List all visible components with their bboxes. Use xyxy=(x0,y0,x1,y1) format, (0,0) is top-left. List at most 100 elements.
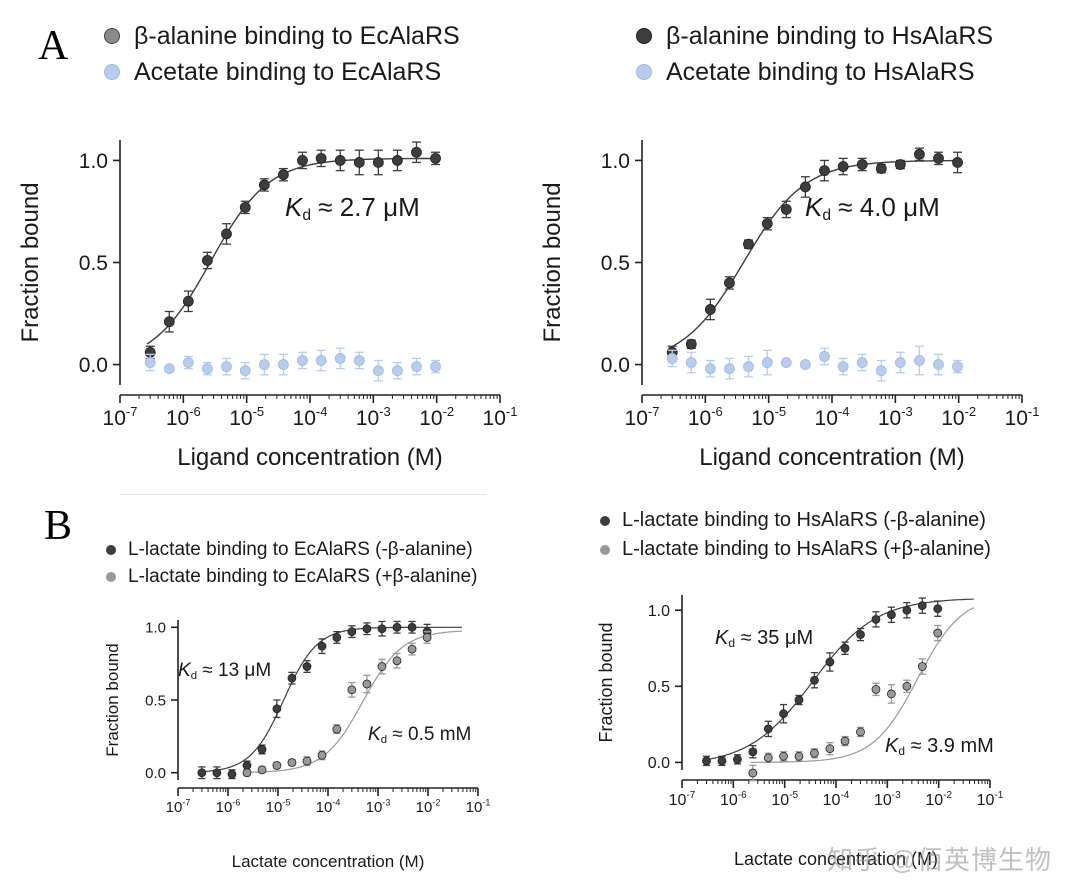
data-point-marker xyxy=(666,353,678,364)
data-point-marker xyxy=(886,610,896,620)
data-point-series-1 xyxy=(272,761,282,770)
data-point-marker xyxy=(886,689,896,699)
data-point-marker xyxy=(362,679,372,689)
data-point-series-0 xyxy=(761,216,773,231)
data-point-series-0 xyxy=(411,141,422,164)
data-point-marker xyxy=(819,351,830,362)
x-tick-label: 10-4 xyxy=(823,790,850,809)
data-point-series-0 xyxy=(840,641,850,655)
data-point-series-1 xyxy=(242,768,252,778)
data-point-marker xyxy=(704,304,716,315)
fit-curve-series-0 xyxy=(199,626,463,773)
data-point-marker xyxy=(748,747,758,757)
data-point-marker xyxy=(704,363,716,375)
kd-value: ≈ 3.9 mM xyxy=(905,735,994,757)
data-point-marker xyxy=(856,630,865,639)
x-tick-label: 10-5 xyxy=(771,790,798,809)
data-point-marker xyxy=(353,157,365,168)
data-point-series-1 xyxy=(886,684,896,704)
data-point-series-0 xyxy=(894,159,906,170)
data-point-series-0 xyxy=(724,276,735,290)
kd-annotation-a2: Kd ≈ 4.0 μM xyxy=(805,192,940,225)
legend-item: L-lactate binding to EcAlaRS (+β-alanine… xyxy=(106,563,477,590)
x-axis-label: Lactate concentration (M) xyxy=(734,849,938,869)
data-point-marker xyxy=(724,363,735,375)
legend-b2: L-lactate binding to HsAlaRS (-β-alanine… xyxy=(600,506,991,564)
data-point-marker xyxy=(227,769,237,779)
data-point-marker xyxy=(212,768,222,778)
data-point-series-1 xyxy=(353,351,365,370)
legend-label: Acetate binding to EcAlaRS xyxy=(134,58,442,86)
data-point-series-0 xyxy=(875,163,887,174)
chart-b1-ecalars-lactate: 0.0 0.5 1.0 10-7 10-6 10-5 10-4 10-3 10-2 10-1 Lac… xyxy=(0,600,520,885)
data-point-marker xyxy=(239,201,251,213)
y-axis-label: Fraction bound xyxy=(539,182,566,342)
legend-a2: β-alanine binding to HsAlaRS Acetate bin… xyxy=(636,18,993,90)
data-point-marker xyxy=(717,756,727,766)
data-point-marker xyxy=(332,724,342,734)
data-point-series-0 xyxy=(743,238,754,250)
data-point-series-0 xyxy=(239,200,251,215)
data-point-marker xyxy=(933,152,944,164)
data-point-series-0 xyxy=(825,652,835,672)
x-tick-label: 10-2 xyxy=(941,404,976,430)
data-point-series-1 xyxy=(392,361,403,380)
data-point-series-1 xyxy=(763,752,773,764)
data-point-series-1 xyxy=(952,359,963,374)
data-point-marker xyxy=(917,662,927,671)
x-tick-label: 10-7 xyxy=(103,404,138,430)
data-point-marker xyxy=(702,756,711,766)
data-point-series-0 xyxy=(902,601,912,619)
data-point-marker xyxy=(761,357,773,368)
x-tick-label: 10-1 xyxy=(977,790,1004,809)
kd-annotation-b1-minus: Kd ≈ 13 μM xyxy=(178,660,271,682)
legend-marker-icon xyxy=(106,544,116,555)
data-point-marker xyxy=(302,662,312,671)
data-point-marker xyxy=(353,355,365,366)
data-point-marker xyxy=(917,601,927,611)
legend-label: Acetate binding to HsAlaRS xyxy=(666,58,975,86)
data-point-marker xyxy=(257,745,267,754)
y-tick-label: 0.0 xyxy=(601,354,630,377)
legend-item: Acetate binding to EcAlaRS xyxy=(104,54,460,90)
x-tick-label: 10-3 xyxy=(356,404,391,430)
legend-label: L-lactate binding to EcAlaRS (-β-alanine… xyxy=(128,539,473,560)
data-point-marker xyxy=(302,756,312,766)
chart-a2-hsalars-binding: 0.0 0.5 1.0 10-7 10-6 10-5 10-4 10-3 10-2 10-1 Lig… xyxy=(530,100,1070,485)
data-point-marker xyxy=(315,152,327,164)
data-point-series-0 xyxy=(837,157,849,176)
data-point-series-1 xyxy=(780,357,792,368)
y-tick-label: 0.0 xyxy=(145,765,166,782)
legend-marker-icon xyxy=(636,28,652,44)
data-point-series-1 xyxy=(163,363,175,375)
data-point-marker xyxy=(411,146,422,158)
data-point-series-0 xyxy=(257,744,267,755)
y-tick-label: 0.0 xyxy=(79,354,108,377)
x-tick-label: 10-1 xyxy=(466,797,491,815)
data-point-marker xyxy=(334,155,346,166)
data-point-series-0 xyxy=(819,159,830,182)
data-point-series-1 xyxy=(377,658,387,675)
data-point-marker xyxy=(871,684,881,694)
data-point-series-0 xyxy=(334,149,346,172)
data-point-series-0 xyxy=(302,660,312,674)
data-point-series-1 xyxy=(347,681,357,698)
data-point-marker xyxy=(197,768,207,778)
x-axis-label: Lactate concentration (M) xyxy=(232,852,425,871)
data-point-marker xyxy=(242,761,252,770)
data-point-marker xyxy=(837,361,849,373)
data-point-marker xyxy=(794,751,804,761)
data-point-marker xyxy=(287,758,297,767)
data-point-series-0 xyxy=(933,151,944,166)
data-point-marker xyxy=(856,357,868,368)
chart-b1-svg: 0.0 0.5 1.0 10-7 10-6 10-5 10-4 10-3 10-2 10-1 Lac… xyxy=(103,620,491,871)
data-point-series-1 xyxy=(430,359,441,374)
kd-value: ≈ 13 μM xyxy=(197,660,272,681)
data-point-series-0 xyxy=(810,671,819,689)
data-point-series-0 xyxy=(407,620,417,634)
panel-label-a: A xyxy=(38,23,69,69)
x-tick-label: 10-2 xyxy=(416,797,441,815)
data-point-series-0 xyxy=(221,223,232,245)
data-point-series-1 xyxy=(779,751,788,762)
x-tick-label: 10-4 xyxy=(815,404,850,430)
